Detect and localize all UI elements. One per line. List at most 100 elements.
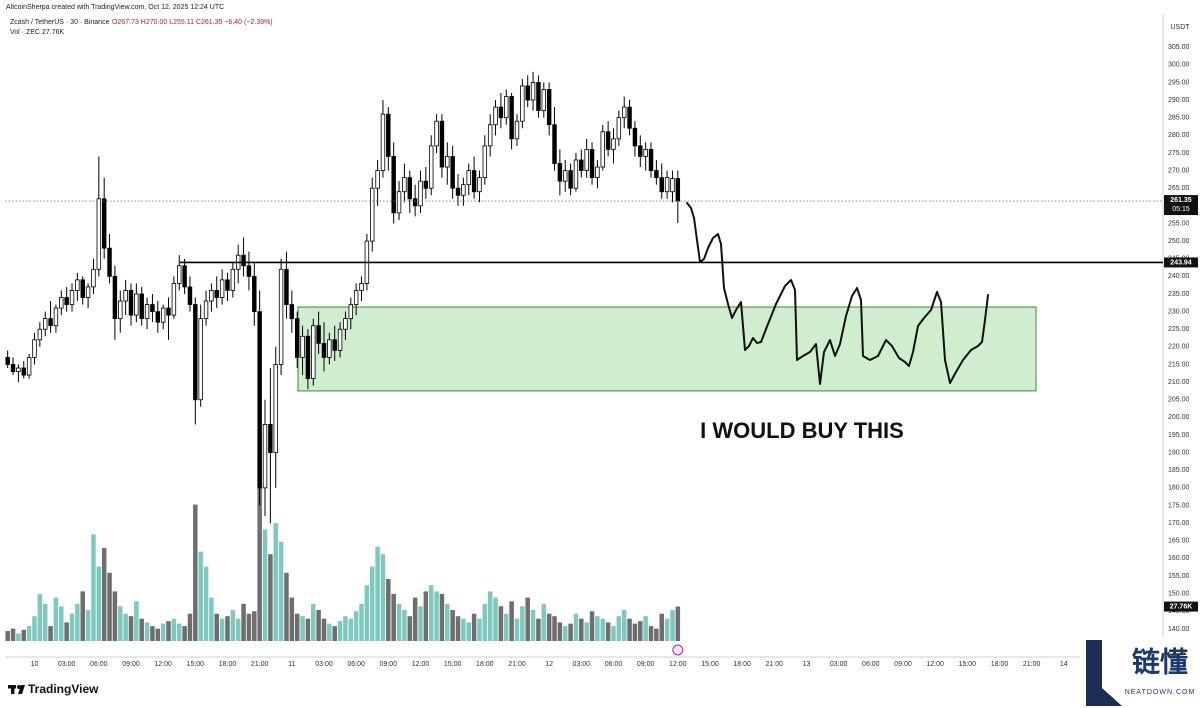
candle-body (375, 170, 380, 189)
hand-drawn-projection (686, 202, 989, 385)
volume-bar (391, 593, 396, 641)
volume-bar (541, 603, 547, 641)
volume-bar (664, 618, 670, 641)
candle-body (455, 187, 461, 196)
y-tick-label: 230.00 (1168, 308, 1190, 315)
volume-bar (198, 551, 203, 641)
volume-bar (445, 603, 450, 641)
candle-body (391, 156, 396, 214)
candle-body (648, 149, 654, 171)
candle-body (230, 268, 236, 291)
candle-body (396, 191, 402, 214)
y-tick-label: 215.00 (1168, 361, 1190, 368)
candle-body (150, 304, 155, 312)
y-tick-label: 180.00 (1168, 485, 1190, 492)
volume-bar (353, 611, 359, 641)
x-tick-label: 18:00 (476, 661, 494, 668)
candle-body (359, 282, 364, 291)
candle-body (461, 184, 466, 196)
zone-layer (297, 306, 1037, 392)
candle-body (252, 275, 257, 312)
y-tick-label: 150.00 (1168, 590, 1190, 597)
volume-bar (273, 523, 278, 641)
volume-bar (80, 591, 85, 641)
candle-body (155, 311, 161, 323)
candle-body (294, 318, 300, 358)
volume-bar (16, 633, 21, 641)
x-tick-label: 15:00 (701, 661, 719, 668)
volume-bar (48, 626, 53, 641)
volume-bar (573, 613, 579, 641)
y-tick-label: 300.00 (1168, 62, 1190, 69)
x-tick-label: 18:00 (219, 661, 237, 668)
price-label: 261.35 (1170, 197, 1192, 204)
candle-body (600, 131, 605, 168)
volume-bar (530, 610, 536, 641)
volume-bar (128, 616, 134, 641)
volume-bar (621, 610, 627, 641)
volume-bar (144, 622, 150, 641)
volume-bar (418, 606, 423, 641)
candle-body (675, 178, 681, 202)
candle-body (273, 364, 278, 454)
candle-body (343, 318, 348, 330)
candle-body (541, 89, 547, 112)
volume-bar (348, 618, 354, 641)
event-marker (672, 644, 684, 656)
x-tick-label: 03:00 (315, 661, 333, 668)
watermark-domain: NEATDOWN.COM (1125, 689, 1196, 696)
candle-body (144, 304, 150, 320)
candle-body (53, 307, 59, 327)
volume-bar (600, 618, 606, 641)
y-tick-label: 295.00 (1168, 79, 1190, 86)
x-tick-label: 11 (288, 661, 295, 668)
candle-body (418, 180, 423, 207)
candle-body (638, 145, 643, 157)
volume-bar (166, 621, 171, 641)
candle-body (498, 106, 504, 119)
volume-bar (525, 597, 530, 641)
volume-bar (139, 618, 144, 641)
volume-bar (562, 626, 568, 641)
volume-bar (605, 622, 611, 641)
y-tick-label: 200.00 (1168, 414, 1190, 421)
y-tick-label: 170.00 (1168, 520, 1190, 527)
volume-bar (176, 623, 182, 641)
candle-body (193, 304, 198, 401)
x-tick-label: 03:00 (573, 661, 591, 668)
candle-body (514, 120, 520, 140)
volume-bar (187, 613, 193, 641)
volume-bar (487, 591, 493, 641)
volume-bar (504, 613, 509, 641)
candle-body (563, 170, 568, 182)
volume-bar (369, 566, 375, 641)
volume-bar (359, 603, 364, 641)
y-tick-label: 160.00 (1168, 555, 1190, 562)
candle-body (509, 96, 514, 140)
volume-bar (557, 622, 563, 641)
volume-bar (134, 601, 139, 641)
volume-bar (632, 623, 638, 641)
x-tick-label: 21:00 (251, 661, 269, 668)
volume-bar (546, 613, 552, 641)
x-tick-label: 09:00 (894, 661, 912, 668)
y-tick-label: 155.00 (1168, 573, 1190, 580)
volume-bar (107, 572, 112, 641)
candle-body (353, 290, 359, 305)
candle-body (605, 131, 611, 150)
volume-bar (337, 621, 343, 641)
x-tick-label: 12 (545, 661, 553, 668)
candle-body (332, 339, 337, 351)
volume-bar (182, 626, 187, 641)
y-tick-label: 275.00 (1168, 150, 1190, 157)
volume-bar (193, 504, 198, 641)
candle-body (123, 290, 128, 302)
x-tick-label: 12:00 (926, 661, 944, 668)
volume-bar (118, 606, 123, 641)
volume-bar (219, 618, 225, 641)
volume-bar (53, 597, 59, 641)
volume-bar (439, 593, 445, 641)
watermark: 链懂 NEATDOWN.COM (1080, 637, 1200, 708)
candle-body (160, 307, 166, 323)
y-tick-label: 190.00 (1168, 449, 1190, 456)
